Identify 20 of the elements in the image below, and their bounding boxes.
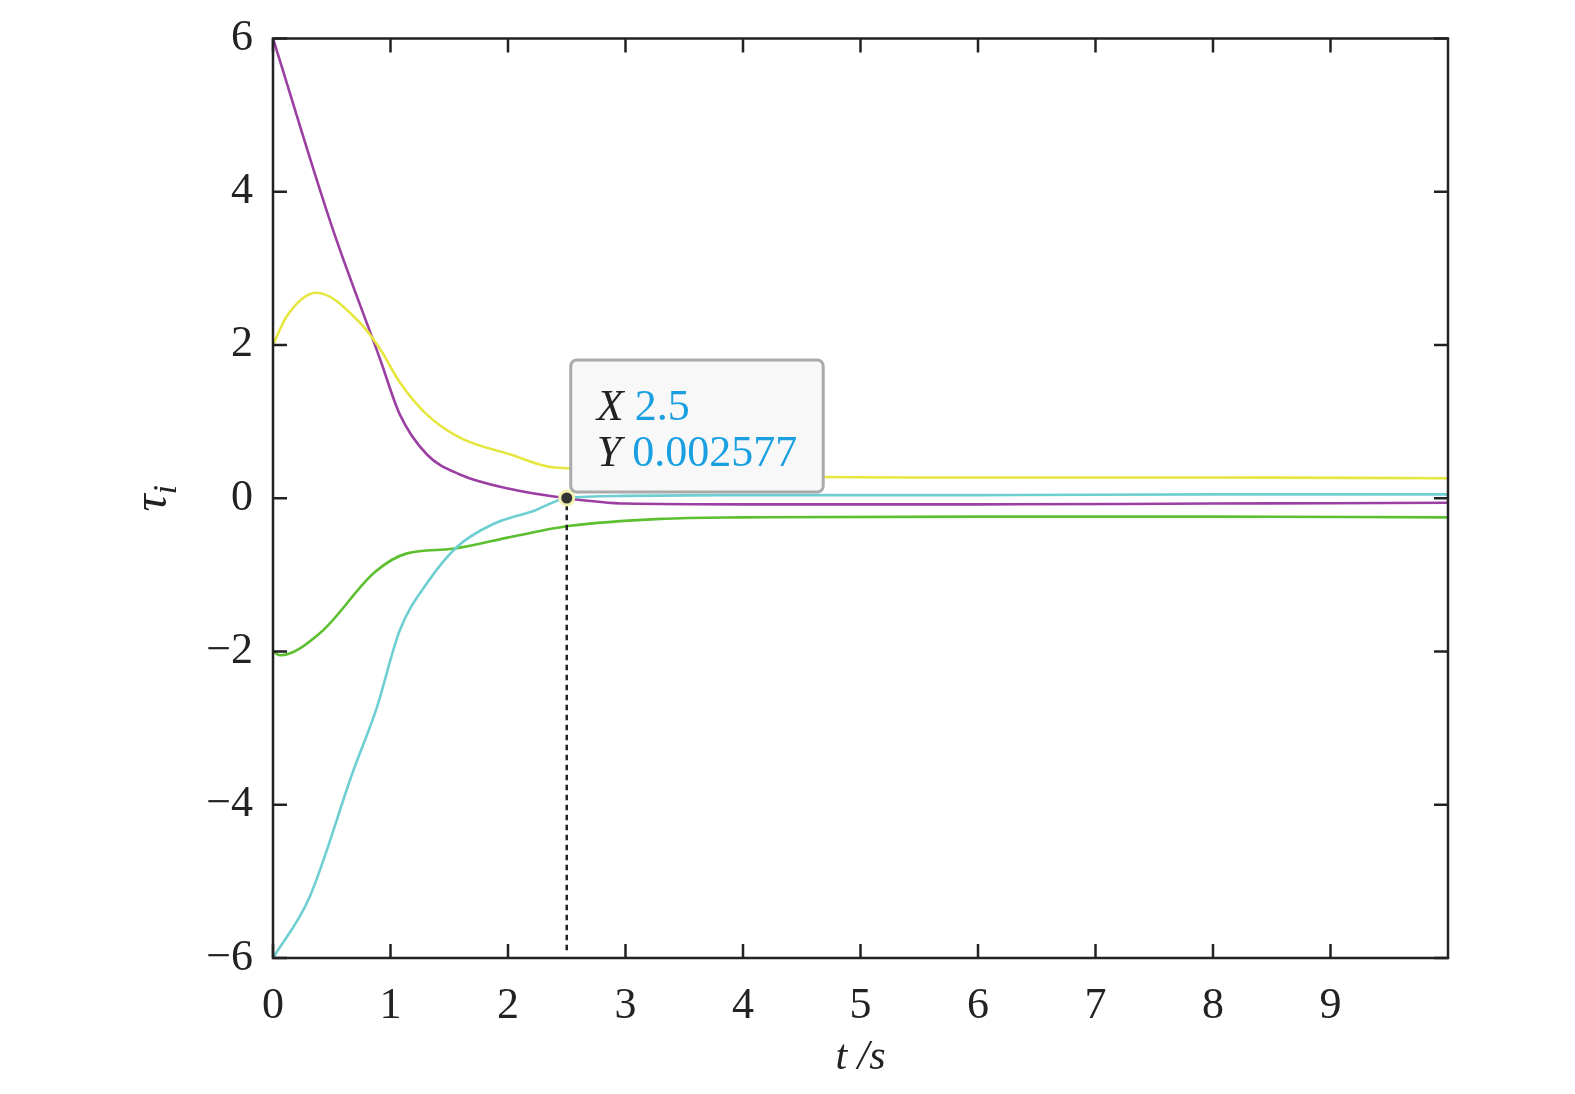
y-tick-label: 6: [231, 10, 253, 60]
annotation: X 2.5 Y 0.002577: [594, 381, 798, 476]
y-tick-label: 2: [231, 317, 253, 367]
x-tick-label: 5: [849, 978, 872, 1028]
x-tick-label: 4: [732, 978, 754, 1028]
x-tick-label: 9: [1319, 978, 1342, 1028]
y-axis-title: τi: [122, 484, 184, 512]
y-tick-label: 4: [231, 164, 253, 214]
x-tick-label: 0: [262, 978, 284, 1028]
y-tick-label: 0: [231, 470, 253, 520]
x-tick-label: 8: [1202, 978, 1224, 1028]
y-tick-label: −2: [206, 624, 253, 674]
x-tick-label: 2: [497, 978, 519, 1028]
x-tick-label: 1: [379, 978, 402, 1028]
x-tick-label: 7: [1084, 978, 1107, 1028]
x-tick-label: 3: [614, 978, 637, 1028]
y-tick-label: −6: [206, 930, 253, 980]
x-axis-title: t /s: [835, 1032, 886, 1079]
x-tick-label: 6: [967, 978, 989, 1028]
y-tick-label: −4: [206, 777, 253, 827]
